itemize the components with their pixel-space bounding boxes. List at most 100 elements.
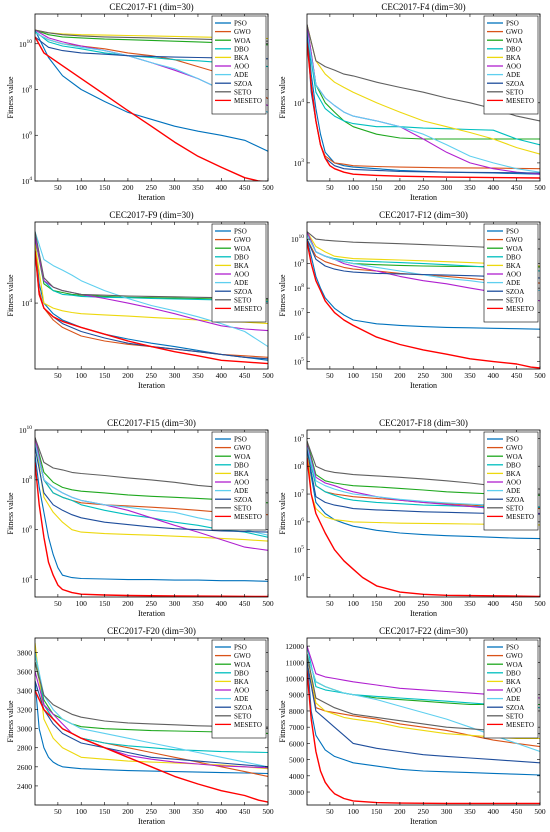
x-tick-label: 150 [371,807,383,816]
x-tick-label: 250 [146,599,158,608]
y-tick-label: 3000 [289,788,304,797]
y-tick-label: 108 [294,283,305,293]
series-line-pso [35,454,268,582]
y-tick-label: 106 [294,517,305,527]
chart-title: CEC2017-F9 (dim=30) [109,210,193,220]
x-tick-label: 50 [326,599,334,608]
legend-entry: WOA [506,37,523,45]
y-tick-label: 107 [294,489,305,499]
x-tick-label: 150 [371,599,383,608]
x-tick-label: 100 [76,371,88,380]
chart-title: CEC2017-F22 (dim=30) [379,626,468,636]
chart-title: CEC2017-F12 (dim=30) [379,210,468,220]
x-tick-label: 350 [192,807,204,816]
chart-title: CEC2017-F15 (dim=30) [107,418,196,428]
x-tick-label: 300 [169,807,181,816]
legend-entry: SZOA [506,80,524,88]
x-tick-label: 200 [122,183,134,192]
legend-entry: SETO [506,88,523,96]
y-tick-label: 103 [294,158,305,168]
series-line-pso [307,452,540,540]
legend-entry: SZOA [506,704,524,712]
chart-title: CEC2017-F1 (dim=30) [109,2,193,12]
y-tick-label: 108 [22,475,33,485]
series-line-pso [35,680,268,775]
x-tick-label: 350 [192,371,204,380]
y-axis-label: Fitness value [278,492,287,534]
y-tick-label: 2400 [17,782,32,791]
y-axis-label: Fitness value [278,76,287,118]
series-line-ade [35,231,268,348]
legend-entry: DBO [506,669,521,677]
subplot-3: CEC2017-F9 (dim=30) 50 100 150 200 250 300 350 4… [6,210,274,390]
legend-entry: BKA [234,54,249,62]
x-tick-label: 500 [262,807,274,816]
x-tick-label: 250 [146,371,158,380]
x-tick-label: 450 [511,599,523,608]
y-tick-label: 108 [22,85,33,95]
y-tick-label: 4000 [289,772,304,781]
legend-entry: PSO [234,644,247,652]
x-tick-label: 500 [534,371,546,380]
x-tick-label: 100 [348,183,360,192]
y-tick-label: 106 [22,525,33,535]
subplot-1: CEC2017-F1 (dim=30) 50 100 150 200 250 300 350 4… [6,2,274,202]
legend-entry: DBO [506,45,521,53]
x-tick-label: 400 [216,371,228,380]
x-tick-label: 100 [348,599,360,608]
legend-entry: SETO [234,504,251,512]
legend-entry: PSO [506,644,519,652]
legend-entry: GWO [234,236,251,244]
x-tick-label: 50 [54,599,62,608]
x-tick-label: 350 [464,183,476,192]
legend-entry: AOO [506,63,521,71]
x-tick-label: 250 [146,183,158,192]
x-tick-label: 400 [216,183,228,192]
legend-entry: SZOA [234,704,252,712]
x-axis-label: Iteration [410,193,437,202]
y-tick-label: 5000 [289,756,304,765]
y-tick-label: 107 [294,308,305,318]
legend-entry: MESETO [234,97,262,105]
legend-entry: ADE [234,279,248,287]
y-axis-label: Fitness value [278,700,287,742]
x-tick-label: 300 [169,371,181,380]
x-tick-label: 400 [216,599,228,608]
y-axis-label: Fitness value [6,76,15,118]
y-tick-label: 106 [22,130,33,140]
y-tick-label: 2600 [17,763,32,772]
legend-entry: MESETO [506,513,534,521]
y-tick-label: 109 [294,433,305,443]
x-tick-label: 500 [262,371,274,380]
legend-entry: ADE [234,695,248,703]
legend-entry: PSO [506,436,519,444]
legend-entry: AOO [506,271,521,279]
legend-entry: BKA [506,470,521,478]
y-tick-label: 3200 [17,706,32,715]
y-tick-label: 11000 [286,658,305,667]
x-tick-label: 100 [76,183,88,192]
legend-entry: GWO [234,28,251,36]
x-tick-label: 300 [441,599,453,608]
legend-entry: BKA [506,678,521,686]
x-axis-label: Iteration [138,609,165,618]
legend-entry: AOO [234,271,249,279]
legend-entry: DBO [234,45,249,53]
x-tick-label: 100 [348,807,360,816]
x-axis-label: Iteration [138,817,165,826]
x-tick-label: 500 [262,183,274,192]
legend-entry: DBO [234,253,249,261]
x-tick-label: 400 [488,599,500,608]
subplot-2: CEC2017-F4 (dim=30) 50 100 150 200 250 300 350 4… [278,2,546,202]
x-tick-label: 350 [464,371,476,380]
legend-entry: AOO [234,63,249,71]
legend-entry: WOA [506,245,523,253]
x-tick-label: 250 [418,599,430,608]
legend-entry: SETO [234,296,251,304]
x-tick-label: 500 [534,599,546,608]
legend-entry: SETO [234,88,251,96]
